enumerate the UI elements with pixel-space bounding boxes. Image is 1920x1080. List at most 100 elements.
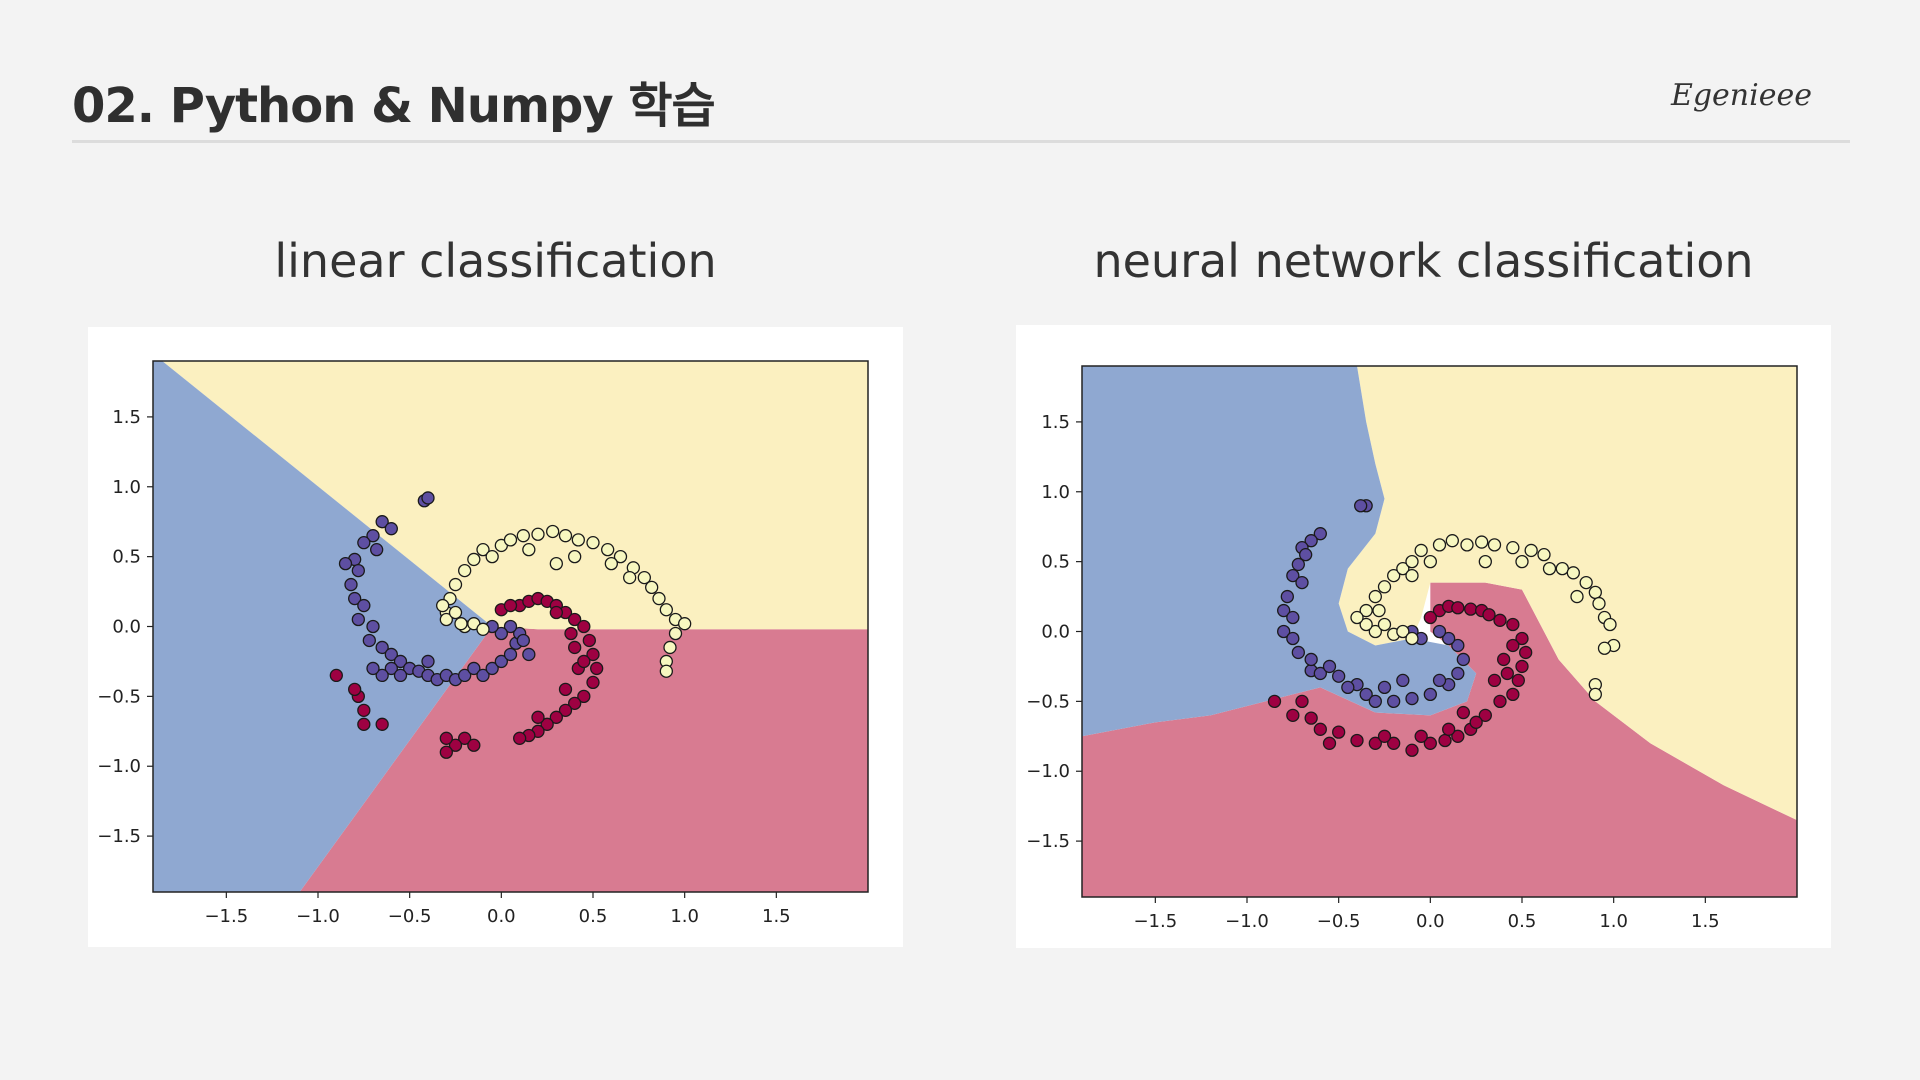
- data-point: [458, 731, 472, 745]
- header-divider: [72, 140, 1850, 143]
- data-point: [1592, 596, 1606, 611]
- x-tick-label: −1.0: [296, 906, 340, 927]
- data-point: [1277, 603, 1291, 618]
- data-point: [1368, 736, 1382, 750]
- data-point: [1387, 736, 1401, 750]
- data-point: [1286, 610, 1300, 625]
- data-point: [1368, 624, 1382, 639]
- y-tick-label: 1.0: [112, 477, 141, 498]
- data-point: [1280, 589, 1294, 604]
- data-point: [577, 654, 591, 669]
- data-point: [1332, 669, 1346, 683]
- data-point: [375, 640, 389, 655]
- data-point: [668, 626, 683, 641]
- data-point: [467, 738, 481, 752]
- data-point: [1299, 547, 1313, 562]
- chart-caption-linear: linear classification: [274, 234, 717, 288]
- data-point: [1286, 708, 1300, 722]
- data-point: [1277, 624, 1291, 639]
- data-point: [1286, 568, 1300, 583]
- data-point: [1603, 617, 1617, 632]
- data-point: [1322, 736, 1337, 750]
- data-point: [1387, 568, 1401, 583]
- data-point: [540, 717, 554, 731]
- data-point: [503, 598, 518, 613]
- data-point: [448, 577, 463, 592]
- data-point: [1313, 527, 1327, 541]
- data-point: [1405, 568, 1419, 583]
- y-tick-label: −0.5: [97, 686, 141, 707]
- data-point: [1524, 543, 1538, 558]
- data-point: [1588, 687, 1602, 702]
- data-point: [1542, 561, 1557, 576]
- data-point: [1519, 645, 1533, 660]
- data-point: [1487, 673, 1502, 688]
- data-point: [568, 640, 582, 655]
- data-point: [1295, 694, 1309, 709]
- data-point: [601, 542, 615, 557]
- y-tick-label: −1.0: [97, 756, 141, 777]
- data-point: [1423, 687, 1437, 702]
- x-tick-label: −0.5: [388, 906, 432, 927]
- data-point: [1442, 631, 1456, 646]
- x-tick-label: 0.5: [579, 906, 608, 927]
- data-point: [370, 542, 384, 557]
- data-point: [375, 515, 389, 529]
- data-point: [384, 661, 398, 676]
- data-point: [1368, 589, 1382, 604]
- data-point: [590, 661, 604, 676]
- x-tick-label: 0.5: [1508, 911, 1537, 932]
- linear-classification-chart: −1.5 −1.0 −0.5 0.0 0.5 1.0 1.5 1.5 1.0 0.5 0.0 −0.5…: [97, 360, 869, 927]
- data-point: [366, 619, 380, 634]
- chart-caption-neural: neural network classification: [1093, 234, 1754, 288]
- data-point: [1451, 729, 1465, 743]
- data-point: [1396, 561, 1410, 576]
- y-tick-label: 0.0: [1041, 622, 1070, 643]
- data-point: [485, 549, 499, 564]
- data-point: [1354, 499, 1368, 513]
- data-point: [564, 626, 578, 641]
- data-point: [1515, 631, 1529, 646]
- data-point: [1442, 722, 1456, 736]
- data-point: [1456, 652, 1470, 667]
- data-point: [436, 598, 450, 613]
- y-tick-label: 0.5: [1041, 552, 1070, 573]
- data-point: [338, 556, 353, 571]
- data-point: [1359, 603, 1373, 618]
- decision-region-blue: [153, 361, 493, 892]
- data-point: [1387, 694, 1401, 709]
- data-point: [1377, 729, 1392, 743]
- data-point: [439, 731, 453, 745]
- data-point: [1405, 691, 1419, 706]
- data-point: [1414, 543, 1428, 558]
- data-point: [448, 738, 463, 752]
- data-point: [568, 549, 582, 564]
- data-point: [522, 542, 536, 557]
- data-point: [1377, 580, 1392, 594]
- data-point: [568, 612, 582, 627]
- data-point: [1478, 554, 1492, 569]
- data-point: [1377, 680, 1392, 695]
- y-tick-label: −1.0: [1026, 761, 1070, 782]
- data-point: [1432, 538, 1447, 552]
- data-point: [476, 542, 490, 557]
- y-tick-label: 1.5: [112, 407, 141, 428]
- data-point: [439, 612, 453, 627]
- data-point: [637, 570, 651, 585]
- data-point: [1291, 557, 1305, 572]
- y-tick-label: 1.0: [1041, 482, 1070, 503]
- data-point: [1322, 659, 1337, 674]
- data-point: [1506, 617, 1520, 632]
- data-point: [467, 661, 481, 676]
- data-point: [1588, 585, 1602, 600]
- data-point: [546, 524, 560, 539]
- x-tick-label: 1.5: [1691, 911, 1720, 932]
- data-point: [577, 689, 591, 704]
- data-point: [1368, 694, 1382, 709]
- data-point: [344, 577, 358, 592]
- data-point: [1555, 561, 1569, 576]
- data-point: [1405, 743, 1419, 757]
- data-point: [375, 668, 389, 683]
- data-point: [522, 647, 536, 662]
- data-point: [613, 549, 628, 564]
